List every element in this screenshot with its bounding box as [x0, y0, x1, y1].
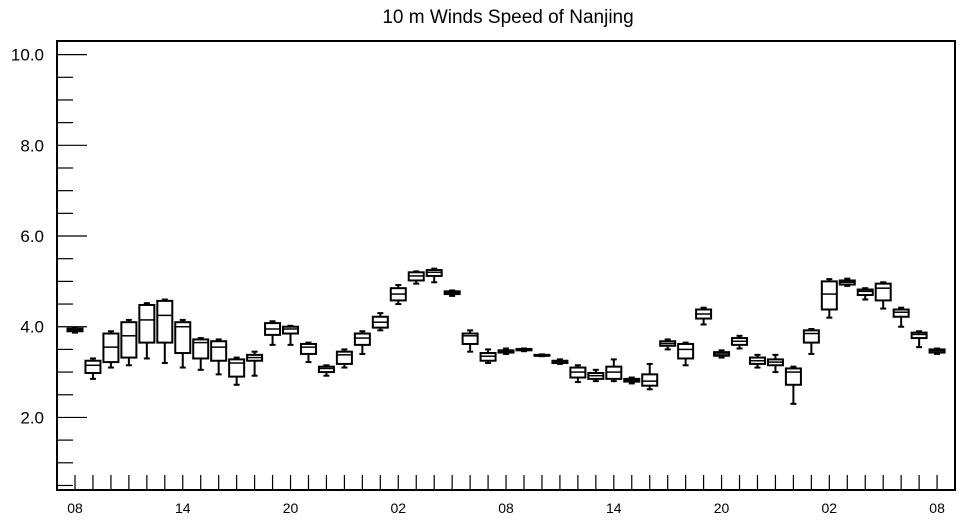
- plot-frame: [56, 40, 956, 491]
- box-hour-14: [317, 364, 335, 377]
- box-hour-3: [120, 318, 138, 367]
- box-hour-47: [910, 330, 928, 349]
- x-tick-label: 02: [822, 500, 838, 516]
- y-tick-label: 6.0: [20, 227, 44, 246]
- box-iqr: [120, 321, 138, 359]
- box-iqr: [228, 358, 246, 378]
- y-tick-label: 8.0: [20, 136, 44, 155]
- box-iqr: [677, 342, 695, 360]
- x-tick-label: 14: [175, 500, 191, 516]
- box-iqr: [353, 332, 371, 346]
- box-iqr: [910, 331, 928, 340]
- box-iqr: [802, 329, 820, 344]
- box-hour-32: [641, 362, 659, 391]
- box-iqr: [335, 350, 353, 365]
- box-hour-28: [569, 364, 587, 384]
- box-iqr: [210, 340, 228, 362]
- box-iqr: [138, 303, 156, 344]
- box-hour-25: [515, 347, 533, 353]
- box-iqr: [874, 282, 892, 302]
- box-iqr: [784, 367, 802, 386]
- box-hour-30: [605, 358, 623, 383]
- box-iqr: [892, 308, 910, 318]
- box-hour-44: [856, 287, 874, 301]
- chart-title: 10 m Winds Speed of Nanjing: [382, 7, 633, 28]
- box-hour-13: [299, 341, 317, 364]
- x-tick-label: 14: [606, 500, 622, 516]
- x-tick-label: 08: [498, 500, 514, 516]
- box-hour-8: [210, 338, 228, 376]
- box-hour-43: [838, 277, 856, 287]
- box-hour-5: [156, 298, 174, 365]
- x-tick-label: 20: [283, 500, 299, 516]
- box-hour-46: [892, 306, 910, 328]
- box-iqr: [856, 288, 874, 296]
- box-hour-39: [766, 353, 784, 374]
- box-hour-37: [731, 334, 749, 350]
- y-tick-label: 4.0: [20, 318, 44, 337]
- box-iqr: [317, 365, 335, 374]
- x-tick-label: 08: [929, 500, 945, 516]
- box-hour-24: [497, 347, 515, 355]
- box-hour-27: [551, 358, 569, 365]
- box-iqr: [461, 332, 479, 345]
- box-hour-18: [389, 284, 407, 306]
- box-hour-0: [66, 326, 84, 334]
- box-hour-29: [587, 368, 605, 383]
- y-tick-label: 2.0: [20, 408, 44, 427]
- box-iqr: [174, 321, 192, 355]
- box-hour-15: [335, 348, 353, 369]
- box-hour-11: [264, 320, 282, 346]
- box-iqr: [641, 373, 659, 387]
- box-hour-21: [443, 289, 461, 297]
- box-hour-20: [425, 267, 443, 284]
- box-hour-2: [102, 330, 120, 369]
- box-iqr: [282, 325, 300, 335]
- box-hour-31: [623, 376, 641, 385]
- box-iqr: [156, 299, 174, 344]
- box-hour-34: [677, 341, 695, 367]
- y-axis: 2.0 4.0 6.0 8.0 10.0: [11, 46, 87, 487]
- x-tick-label: 20: [714, 500, 730, 516]
- box-hour-26: [533, 353, 551, 358]
- box-hour-41: [802, 327, 820, 355]
- box-hour-36: [713, 349, 731, 359]
- box-hour-4: [138, 302, 156, 360]
- box-hour-17: [371, 312, 389, 332]
- box-hour-9: [228, 356, 246, 386]
- box-iqr: [299, 342, 317, 355]
- box-hour-16: [353, 330, 371, 355]
- box-iqr: [84, 359, 102, 374]
- box-hour-35: [695, 306, 713, 326]
- box-iqr: [820, 280, 838, 311]
- box-hour-22: [461, 329, 479, 353]
- box-hour-45: [874, 281, 892, 310]
- box-hour-6: [174, 318, 192, 369]
- box-hour-33: [659, 338, 677, 351]
- box-hour-48: [928, 347, 946, 355]
- y-tick-label: 10.0: [11, 46, 44, 65]
- box-hour-23: [479, 348, 497, 365]
- box-iqr: [192, 338, 210, 360]
- box-series: [66, 267, 946, 405]
- box-hour-38: [748, 353, 766, 369]
- x-axis: 08 14 20 02 08 14 20 02 08: [67, 475, 945, 516]
- box-hour-1: [84, 357, 102, 380]
- box-hour-10: [246, 350, 264, 377]
- box-hour-19: [407, 270, 425, 285]
- box-hour-7: [192, 337, 210, 371]
- box-hour-12: [282, 324, 300, 346]
- x-tick-label: 02: [390, 500, 406, 516]
- x-tick-label: 08: [67, 500, 83, 516]
- box-hour-40: [784, 365, 802, 405]
- box-hour-42: [820, 278, 838, 319]
